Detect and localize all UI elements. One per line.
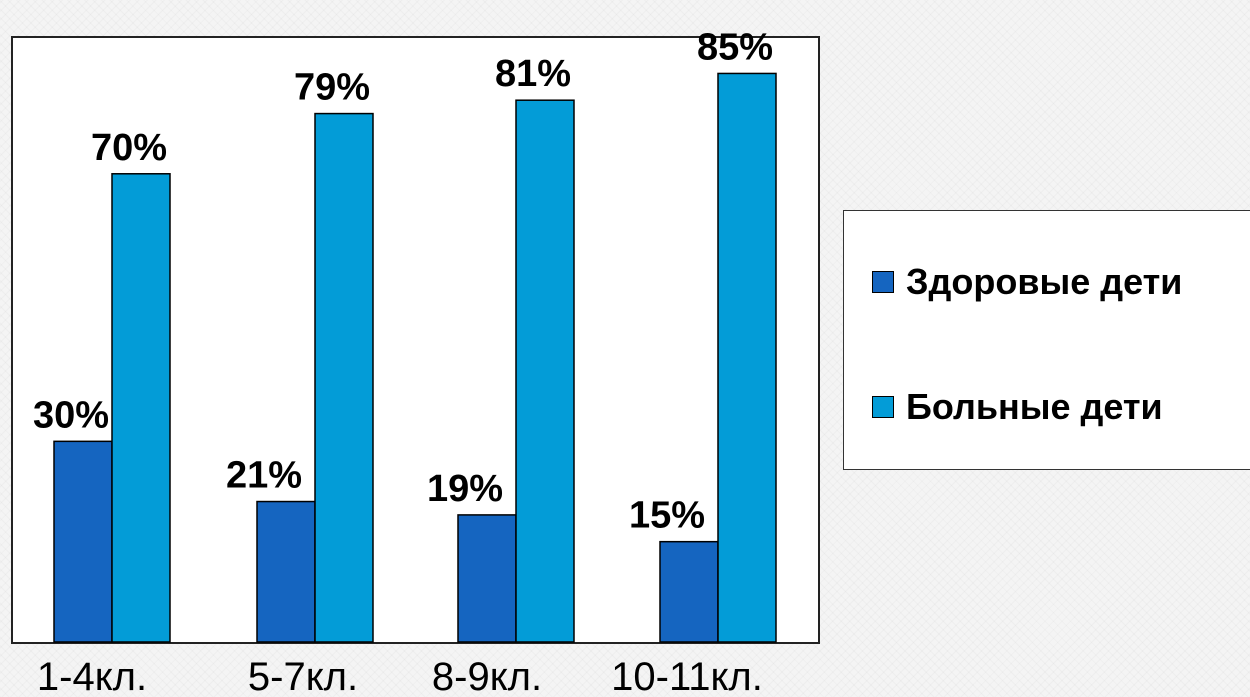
bar-sick-3	[515, 99, 575, 643]
legend-label-healthy: Здоровые дети	[906, 261, 1183, 302]
legend-swatch-sick	[872, 396, 894, 418]
legend-item-healthy: Здоровые дети	[872, 261, 1182, 303]
category-label-1: 1-4кл.	[37, 655, 147, 697]
legend-item-sick: Больные дети	[872, 386, 1163, 428]
category-label-3: 8-9кл.	[432, 655, 542, 697]
value-label-sick-4: 85%	[697, 26, 773, 68]
bar-sick-1	[111, 173, 171, 643]
bar-healthy-1	[53, 440, 113, 643]
bar-sick-2	[314, 112, 374, 643]
value-label-healthy-4: 15%	[629, 495, 705, 537]
value-label-sick-3: 81%	[495, 53, 571, 95]
bar-healthy-3	[457, 514, 517, 643]
value-label-healthy-3: 19%	[427, 468, 503, 510]
legend-label-sick: Больные дети	[906, 386, 1163, 427]
value-label-sick-1: 70%	[91, 127, 167, 169]
category-label-4: 10-11кл.	[611, 655, 763, 697]
bar-healthy-4	[659, 540, 719, 643]
legend-swatch-healthy	[872, 271, 894, 293]
category-label-2: 5-7кл.	[248, 655, 358, 697]
value-label-healthy-1: 30%	[33, 394, 109, 436]
value-label-healthy-2: 21%	[226, 455, 302, 497]
value-label-sick-2: 79%	[294, 67, 370, 109]
bar-healthy-2	[256, 500, 316, 643]
legend: Здоровые дети Больные дети	[843, 210, 1250, 470]
bar-sick-4	[717, 72, 777, 643]
